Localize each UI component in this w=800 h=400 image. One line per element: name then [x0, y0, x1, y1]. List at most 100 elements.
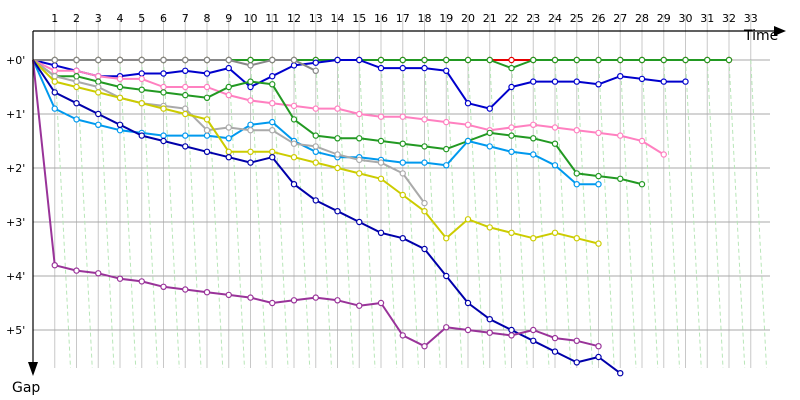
data-point	[312, 143, 319, 150]
data-point	[203, 132, 211, 139]
data-point	[486, 329, 493, 336]
data-point	[290, 297, 298, 304]
time-diagonal	[76, 59, 93, 369]
data-point	[247, 83, 254, 91]
x-tick-label: 26	[592, 12, 606, 25]
x-tick-label: 27	[613, 12, 627, 25]
data-point	[443, 234, 450, 242]
data-point	[247, 159, 254, 166]
data-point	[73, 83, 80, 91]
data-point	[95, 270, 102, 277]
x-tick-label: 21	[483, 12, 497, 25]
data-point	[334, 207, 341, 215]
data-point	[399, 159, 406, 166]
data-point	[138, 99, 145, 107]
data-point	[377, 113, 385, 120]
data-point	[73, 56, 80, 64]
time-diagonal	[380, 59, 398, 369]
data-point	[203, 148, 211, 155]
time-diagonal	[532, 59, 550, 369]
time-diagonal	[402, 59, 419, 369]
data-point	[247, 148, 254, 155]
y-tick-label: +1'	[6, 108, 25, 121]
data-point	[290, 153, 298, 161]
data-point	[399, 234, 406, 242]
data-point	[290, 140, 298, 147]
data-point	[464, 299, 472, 307]
data-point	[530, 151, 537, 158]
data-point	[399, 64, 406, 72]
data-point	[269, 148, 276, 155]
data-point	[247, 121, 254, 129]
x-tick-label: 13	[309, 12, 323, 25]
data-point	[160, 283, 167, 290]
data-point	[443, 56, 450, 64]
data-point	[617, 175, 624, 182]
data-point	[551, 78, 559, 85]
data-point	[660, 56, 667, 64]
data-point	[464, 326, 472, 334]
data-point	[312, 294, 319, 301]
x-tick-label: 18	[418, 12, 432, 25]
data-point	[182, 67, 189, 75]
time-diagonal	[619, 59, 637, 369]
data-point	[95, 89, 102, 96]
data-point	[421, 159, 428, 166]
data-point	[73, 78, 80, 85]
time-diagonal	[250, 59, 267, 369]
data-point	[399, 113, 406, 120]
data-point	[51, 89, 58, 96]
data-point	[334, 105, 341, 112]
data-point	[95, 110, 102, 118]
data-point	[116, 56, 124, 64]
y-tick-label: +0'	[6, 54, 25, 67]
data-point	[421, 56, 428, 64]
data-point	[203, 83, 211, 91]
data-point	[508, 83, 515, 91]
time-diagonal	[598, 59, 615, 369]
data-point	[160, 137, 167, 145]
data-point	[290, 56, 298, 64]
time-diagonal	[728, 59, 746, 369]
series-line	[33, 59, 317, 72]
x-tick-label: 25	[570, 12, 584, 25]
axis-layer: 1 2 3 4 5 6 7 8 9 10 11 12 13 14 15 16 17 18 19 20 21 22 23 24 2…	[6, 12, 786, 376]
x-tick-label: 28	[635, 12, 649, 25]
data-point	[464, 137, 472, 145]
data-point	[138, 86, 145, 93]
data-point	[225, 291, 232, 299]
y-tick-label: +5'	[6, 324, 25, 337]
data-point	[334, 151, 341, 158]
data-point	[312, 159, 319, 166]
data-point	[551, 229, 559, 236]
data-point	[51, 67, 58, 75]
data-point	[595, 56, 602, 64]
time-diagonal	[293, 59, 311, 369]
data-point	[530, 78, 537, 85]
data-point	[595, 240, 602, 247]
data-point	[486, 129, 493, 137]
data-point	[530, 121, 537, 129]
x-tick-label: 11	[265, 12, 279, 25]
data-point	[421, 143, 428, 150]
data-point	[116, 75, 124, 83]
data-point	[51, 72, 58, 80]
y-axis-title: Gap	[12, 380, 40, 396]
time-diagonal	[228, 59, 245, 369]
x-tick-label: 5	[138, 12, 145, 25]
data-point	[138, 132, 145, 139]
time-diagonal	[663, 59, 680, 369]
x-tick-label: 6	[160, 12, 167, 25]
data-point	[443, 162, 450, 169]
data-point	[290, 62, 298, 69]
data-point	[682, 56, 689, 64]
time-diagonal	[641, 59, 659, 369]
data-point	[203, 70, 211, 77]
data-point	[95, 72, 102, 80]
data-point	[203, 94, 211, 102]
data-point	[638, 56, 646, 64]
time-diagonal	[141, 59, 158, 369]
data-point	[247, 78, 254, 85]
y-tick-label: +4'	[6, 270, 25, 283]
time-diagonal	[467, 59, 485, 369]
